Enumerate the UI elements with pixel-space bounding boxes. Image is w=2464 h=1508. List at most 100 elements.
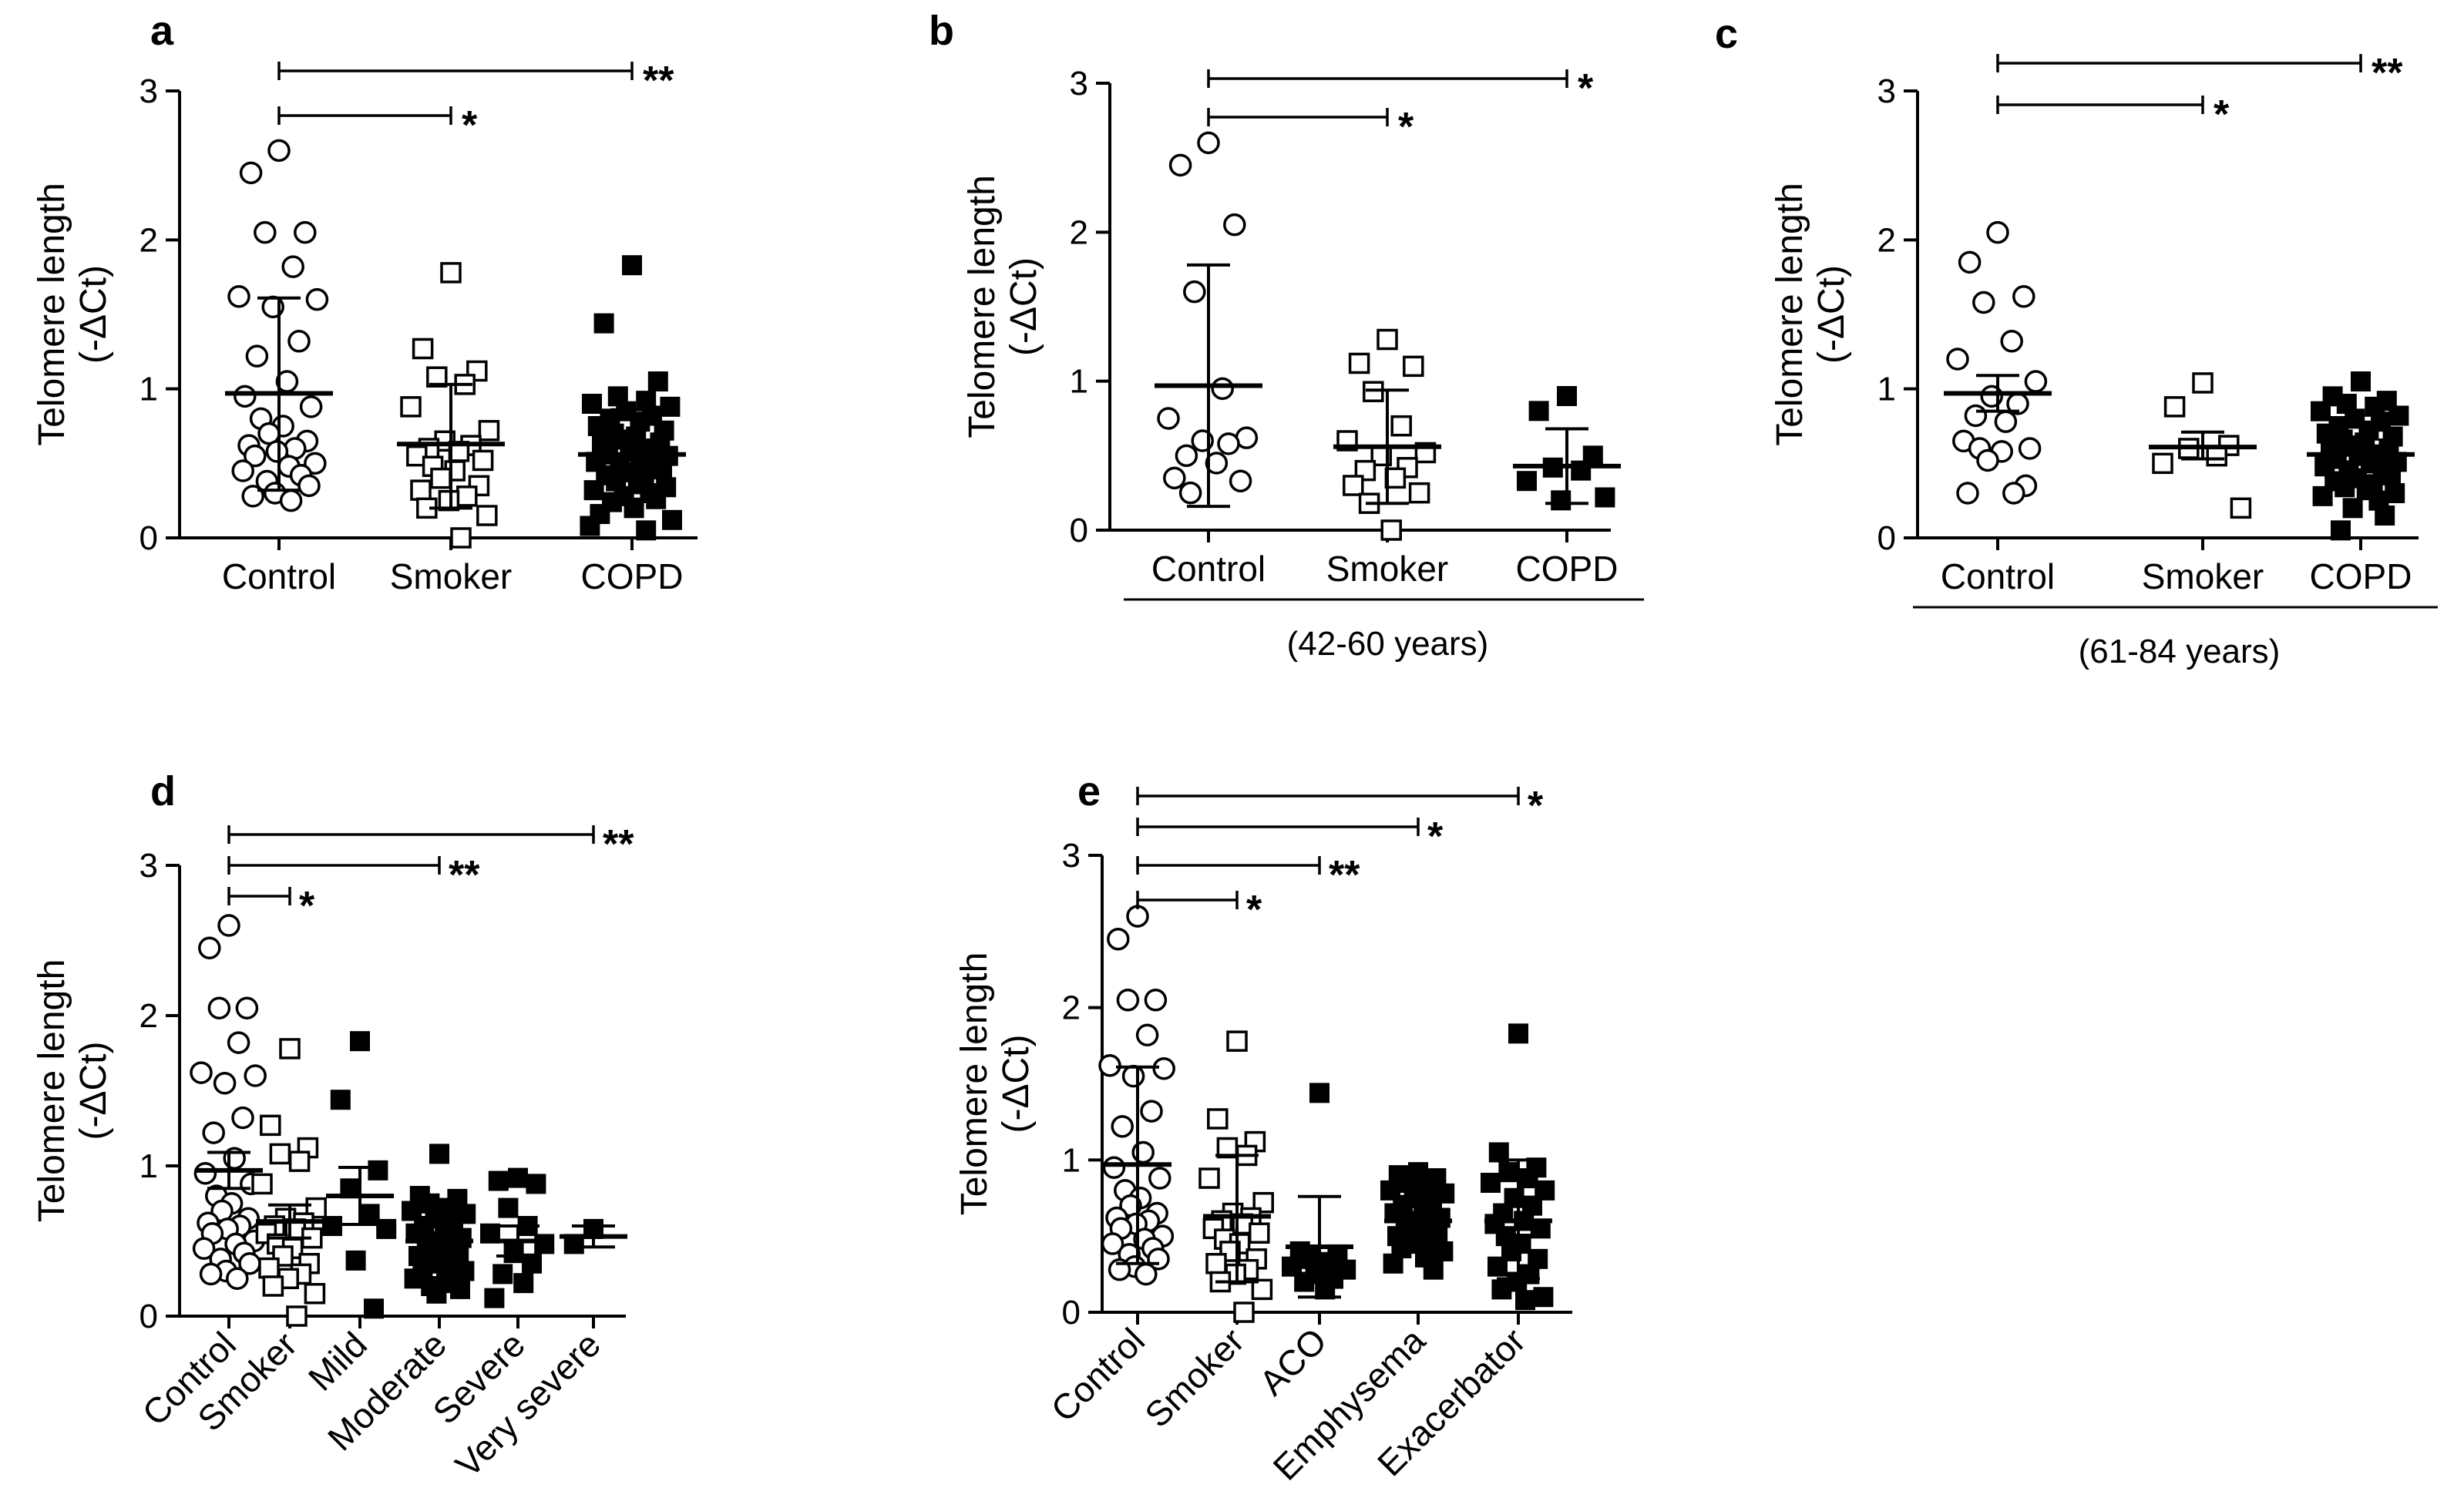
panel-b-y-axis-units: (-ΔCt)	[1003, 257, 1044, 356]
panel-b-point-control	[1223, 213, 1246, 237]
panel-e-point-control	[1135, 1262, 1158, 1286]
panel-c-point-control	[2000, 330, 2023, 353]
panel-d-point-mild	[350, 1031, 370, 1052]
panel-e-x-label-smoker: Smoker	[1137, 1320, 1252, 1435]
panel-a-series-smoker	[397, 262, 505, 549]
panel-e-point-smoker	[1198, 1167, 1220, 1189]
panel-e-y-tick-label: 2	[1062, 989, 1081, 1027]
panel-d-series-mild	[322, 1031, 397, 1319]
panel-a-letter: a	[150, 8, 174, 54]
panel-c-point-copd	[2331, 520, 2351, 541]
panel-c-sig-label: **	[2372, 51, 2403, 96]
panel-e-letter: e	[1077, 768, 1101, 814]
panel-e-significance-control-aco: **	[1136, 853, 1360, 898]
panel-a-point-copd	[624, 498, 644, 519]
panel-a-sig-label: *	[462, 103, 478, 148]
panel-b-series-control	[1155, 131, 1262, 509]
panel-e-point-exacerbator	[1491, 1279, 1512, 1300]
panel-d-point-control	[217, 914, 240, 937]
panel-b-point-copd	[1528, 401, 1549, 422]
panel-b-y-tick-label: 0	[1070, 512, 1088, 549]
panel-c-point-control	[2002, 482, 2025, 505]
panel-e-point-smoker	[1226, 1030, 1248, 1052]
panel-c-group-label: (61-84 years)	[2079, 633, 2281, 670]
panel-d-point-moderate	[450, 1278, 470, 1299]
panel-b-significance-control-copd: *	[1207, 66, 1594, 111]
panel-d-point-mild	[330, 1090, 351, 1110]
panel-e-point-exacerbator	[1533, 1287, 1554, 1308]
panel-e-point-aco	[1309, 1083, 1329, 1103]
panel-d-point-control	[235, 996, 259, 1019]
panel-c-point-copd	[2351, 371, 2371, 391]
panel-c-point-control	[2024, 370, 2048, 393]
panel-e-series-emphysema	[1380, 1162, 1455, 1280]
panel-c-point-copd	[2342, 498, 2363, 519]
panel-b-sig-label: *	[1578, 66, 1594, 111]
panel-e-series-smoker	[1198, 1030, 1274, 1323]
panel-c-point-control	[1986, 220, 2009, 244]
panel-a-point-control	[267, 139, 291, 163]
panel-e-point-exacerbator	[1481, 1172, 1501, 1193]
panel-d-point-smoker	[304, 1283, 326, 1305]
panel-c-point-control	[1958, 250, 1982, 274]
panel-e-point-emphysema	[1423, 1259, 1444, 1280]
panel-d-point-severe	[508, 1167, 528, 1188]
panel-b-sig-label: *	[1398, 105, 1414, 149]
panel-e-y-tick-label: 1	[1062, 1141, 1081, 1179]
panel-e-point-exacerbator	[1508, 1023, 1528, 1044]
panel-b-x-label-copd: COPD	[1516, 549, 1619, 589]
panel-a-significance-control-copd: **	[277, 59, 674, 103]
panel-d-point-control	[244, 1064, 267, 1087]
panel-b-point-copd	[1557, 386, 1577, 406]
panel-a-series-control	[225, 139, 333, 512]
panel-d-significance-control-moderate: **	[227, 853, 480, 898]
panel-b-x-label-smoker: Smoker	[1326, 549, 1448, 589]
panel-e-point-control	[1135, 1023, 1159, 1046]
panel-c-x-label-copd: COPD	[2310, 556, 2412, 596]
panel-d-y-tick-label: 3	[140, 847, 158, 885]
panel-a-point-smoker	[456, 485, 478, 507]
panel-d-point-moderate	[426, 1283, 447, 1304]
panel-b-point-control	[1205, 452, 1229, 475]
panel-e-series-control	[1098, 905, 1175, 1286]
panel-b-point-copd	[1517, 471, 1537, 492]
panel-d-point-control	[226, 1267, 249, 1290]
panel-a-point-control	[279, 489, 303, 512]
panel-d-sig-label: **	[603, 822, 634, 867]
panel-c-significance-control-smoker: *	[1996, 92, 2230, 137]
panel-b-point-smoker	[1343, 475, 1364, 496]
panel-d-y-axis-units: (-ΔCt)	[73, 1041, 114, 1140]
panel-c-y-axis-title: Telomere length	[1770, 183, 1810, 446]
panel-c-series-control	[1944, 220, 2052, 505]
panel-a-point-control	[297, 474, 321, 498]
panel-c-point-control	[1956, 482, 1979, 505]
panel-d-point-control	[202, 1121, 225, 1144]
panel-e-point-exacerbator	[1487, 1256, 1508, 1277]
panel-d-series-very-severe	[560, 1218, 627, 1254]
panel-a-x-label-control: Control	[222, 556, 336, 596]
panel-d-letter: d	[150, 768, 176, 814]
panel-b-group-label: (42-60 years)	[1287, 625, 1489, 663]
panel-d-series-severe	[480, 1167, 555, 1308]
panel-a-sig-label: **	[643, 59, 674, 103]
panel-d-series-control	[190, 914, 267, 1290]
panel-b-point-control	[1178, 481, 1202, 505]
panel-b: b 0 1 2 3 Telomere length (-ΔCt) Control Smoker C…	[929, 8, 1644, 663]
panel-d-point-control	[198, 936, 221, 959]
panel-d-point-control	[193, 1162, 217, 1185]
panel-a-point-copd	[636, 520, 657, 541]
panel-d-point-severe	[503, 1243, 524, 1264]
panel-c-point-copd	[2381, 465, 2401, 485]
panel-e-sig-label: *	[1427, 814, 1444, 859]
panel-e-point-smoker	[1207, 1108, 1229, 1130]
panel-e-point-control	[1101, 1232, 1124, 1255]
panel-b-point-control	[1229, 469, 1252, 492]
panel-c-y-axis-units: (-ΔCt)	[1811, 265, 1852, 364]
panel-d-point-mild	[376, 1218, 397, 1239]
panel-a-y-axis-title: Telomere length	[32, 183, 72, 446]
panel-d-point-smoker	[288, 1150, 311, 1172]
panel-a-point-smoker	[476, 505, 498, 526]
panel-d-point-control	[199, 1262, 223, 1286]
panel-d-significance-control-smoker: *	[227, 884, 315, 929]
